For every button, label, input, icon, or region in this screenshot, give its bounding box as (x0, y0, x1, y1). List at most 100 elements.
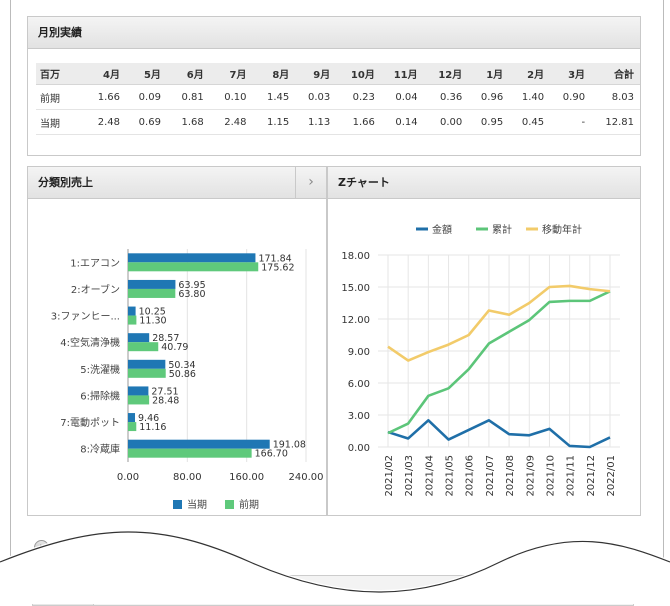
x-tick-label: 80.00 (173, 472, 202, 483)
y-tick-label: 0.00 (348, 443, 370, 454)
category-label: 4:空気清浄機 (60, 336, 120, 349)
table-row: 前期 1.66 0.09 0.81 0.10 1.45 0.03 0.23 0.04 0.36 0.… (36, 84, 640, 110)
monthly-performance-panel: 月別実績 百万 4月 5月 6月 7月 8月 9月 10月 11月 12月 1月 2月 3月 合計 前期 1… (27, 16, 641, 156)
table-cell: 1.13 (295, 109, 337, 135)
bar-value-label: 50.34 (168, 360, 195, 371)
table-cell: 0.23 (336, 84, 381, 110)
bar-value-label: 166.70 (255, 449, 288, 460)
x-tick-label: 2021/09 (525, 455, 536, 497)
table-cell: 前期 (36, 84, 82, 110)
x-tick-label: 2021/03 (404, 455, 415, 497)
table-header-cell: 4月 (81, 63, 126, 85)
chevron-right-icon[interactable]: › (295, 167, 326, 198)
bar-previous (128, 422, 137, 432)
x-tick-label: 2021/05 (445, 455, 456, 497)
table-cell: 1.15 (252, 109, 296, 135)
table-cell: 0.95 (468, 109, 510, 135)
x-tick-label: 2021/12 (586, 455, 597, 497)
bar-value-label: 191.08 (273, 440, 306, 451)
bar-current (128, 413, 136, 423)
y-tick-label: 3.00 (348, 411, 370, 422)
bar-previous (128, 395, 150, 405)
series-line-2 (387, 284, 611, 362)
y-tick-label: 15.00 (341, 283, 370, 294)
y-tick-label: 12.00 (341, 315, 370, 326)
category-label: 2:オーブン (71, 283, 120, 296)
table-header-cell: 10月 (336, 63, 381, 85)
table-cell: 0.03 (295, 84, 337, 110)
x-tick-label: 2021/07 (485, 455, 496, 497)
table-cell: 0.00 (423, 109, 469, 135)
bar-value-label: 28.57 (152, 333, 179, 344)
x-tick-label: 240.00 (289, 472, 324, 483)
table-cell: 0.45 (509, 109, 551, 135)
table-cell: 0.69 (126, 109, 167, 135)
table-cell: 0.90 (550, 84, 592, 110)
x-tick-label: 0.00 (117, 472, 139, 483)
bar-value-label: 10.25 (139, 307, 166, 318)
category-sales-header: 分類別売上 › (28, 167, 326, 199)
x-tick-label: 2021/08 (505, 455, 516, 497)
table-cell: 0.10 (209, 84, 253, 110)
y-tick-label: 9.00 (348, 347, 370, 358)
bar-value-label: 50.86 (169, 369, 196, 380)
table-cell: 8.03 (591, 84, 640, 110)
table-cell: 0.14 (380, 109, 424, 135)
table-cell: 0.81 (166, 84, 210, 110)
table-cell: - (550, 109, 592, 135)
table-cell: 2.48 (81, 109, 126, 135)
table-header-cell: 合計 (591, 63, 640, 85)
bar-value-label: 171.84 (258, 253, 291, 264)
bar-current (128, 359, 166, 369)
bar-current (128, 306, 136, 316)
category-sales-panel: 分類別売上 › 0.00 80.00 160.00 240.00 1:エアコン 171.8… (27, 166, 327, 516)
table-cell: 2.48 (209, 109, 253, 135)
bar-previous (128, 448, 252, 458)
y-tick-label: 6.00 (348, 379, 370, 390)
y-tick-label: 18.00 (341, 251, 370, 262)
table-header-cell: 1月 (468, 63, 510, 85)
category-label: 6:掃除機 (80, 389, 120, 402)
table-header-cell: 12月 (423, 63, 469, 85)
bar-value-label: 27.51 (151, 386, 178, 397)
table-cell: 1.66 (336, 109, 381, 135)
z-chart-header: Zチャート (328, 167, 640, 199)
bar-current (128, 386, 149, 396)
bar-value-label: 63.80 (178, 289, 205, 300)
category-label: 1:エアコン (70, 258, 120, 269)
table-cell: 1.40 (509, 84, 551, 110)
legend-swatch (225, 500, 234, 509)
bar-current (128, 279, 176, 289)
bar-value-label: 175.62 (261, 262, 294, 273)
table-header-row: 百万 4月 5月 6月 7月 8月 9月 10月 11月 12月 1月 2月 3月 合計 (36, 63, 640, 85)
x-tick-label: 2021/06 (465, 455, 476, 497)
category-label: 7:電動ポット (60, 416, 120, 429)
bar-value-label: 11.30 (139, 316, 166, 327)
table-cell: 12.81 (591, 109, 640, 135)
table-header-cell: 6月 (166, 63, 210, 85)
table-header-cell: 2月 (509, 63, 551, 85)
bar-previous (128, 368, 166, 378)
bar-value-label: 28.48 (152, 395, 179, 406)
series-line-1 (387, 290, 611, 435)
table-header-cell: 百万 (36, 63, 82, 85)
bar-value-label: 40.79 (161, 342, 188, 353)
x-tick-label: 160.00 (229, 472, 264, 483)
monthly-performance-header: 月別実績 (28, 17, 640, 49)
bar-previous (128, 342, 159, 352)
table-header-cell: 11月 (380, 63, 424, 85)
series-line-0 (387, 419, 611, 449)
table-header-cell: 7月 (209, 63, 253, 85)
bar-previous (128, 262, 259, 272)
legend-label: 金額 (432, 223, 452, 236)
x-tick-label: 2021/11 (566, 455, 577, 497)
legend-swatch (173, 500, 182, 509)
legend-label: 移動年計 (542, 223, 582, 236)
bar-current (128, 333, 150, 343)
table-cell: 当期 (36, 109, 82, 135)
table-cell: 1.68 (166, 109, 210, 135)
category-label: 3:ファンヒー... (51, 311, 120, 323)
monthly-performance-table: 百万 4月 5月 6月 7月 8月 9月 10月 11月 12月 1月 2月 3月 合計 前期 1.66 0.… (36, 63, 640, 135)
